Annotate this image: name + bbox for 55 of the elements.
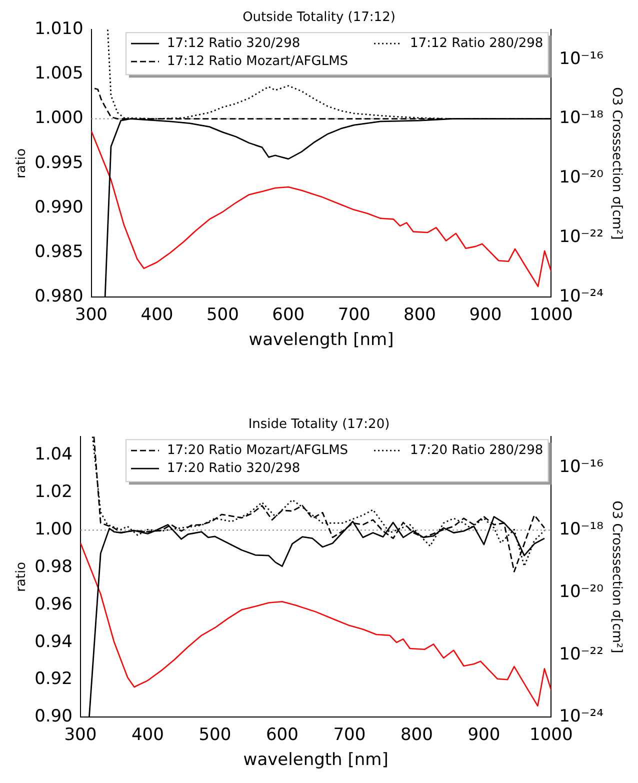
x-tick-label: 500: [198, 724, 232, 745]
x-tick-label: 1000: [530, 724, 573, 745]
legend-label: 17:12 Ratio Mozart/AFGLMS: [167, 54, 348, 69]
y-tick-label: 0.995: [34, 152, 84, 173]
y2-tick-label: 10⁻¹⁶: [559, 48, 604, 69]
y-tick-label: 0.94: [34, 632, 72, 652]
y-tick-label: 1.005: [34, 64, 84, 84]
legend-label: 17:20 Ratio Mozart/AFGLMS: [167, 442, 348, 458]
chart-title: Inside Totality (17:20): [248, 417, 390, 432]
x-tick-label: 1000: [530, 304, 573, 325]
x-tick-label: 300: [75, 304, 108, 325]
y-axis-title: ratio: [14, 562, 30, 592]
x-tick-label: 400: [131, 724, 164, 745]
y2-tick-label: 10⁻¹⁸: [559, 108, 604, 128]
x-tick-label: 900: [469, 304, 502, 325]
y-tick-label: 0.980: [34, 286, 84, 307]
y2-tick-label: 10⁻²⁰: [559, 582, 604, 602]
y2-tick-label: 10⁻²⁴: [559, 706, 604, 727]
y-axis-title: ratio: [14, 148, 30, 178]
x-tick-label: 800: [404, 304, 436, 325]
x-axis-title: wavelength [nm]: [248, 330, 394, 350]
y2-axis-title: O3 Crosssection σ[cm²]: [608, 87, 624, 240]
y-tick-label: 1.02: [34, 482, 72, 502]
y2-tick-label: 10⁻¹⁸: [559, 520, 604, 540]
x-tick-label: 900: [468, 724, 500, 745]
x-tick-label: 600: [272, 304, 305, 325]
legend-label: 17:12 Ratio 320/298: [167, 36, 300, 51]
x-tick-label: 700: [338, 304, 370, 325]
y-tick-label: 1.04: [34, 444, 72, 465]
chart-title: Outside Totality (17:12): [242, 10, 396, 26]
x-tick-label: 800: [400, 724, 433, 745]
y-tick-label: 0.90: [34, 706, 72, 727]
legend-label: 17:20 Ratio 320/298: [167, 460, 300, 476]
y-tick-label: 1.000: [34, 108, 84, 128]
y-tick-label: 0.985: [34, 242, 84, 262]
y2-tick-label: 10⁻²²: [559, 644, 604, 664]
y-tick-label: 1.010: [34, 19, 84, 40]
legend-label: 17:20 Ratio 280/298: [410, 442, 544, 458]
x-axis-title: wavelength [nm]: [243, 750, 388, 770]
x-tick-label: 500: [206, 304, 239, 325]
x-tick-label: 600: [266, 724, 298, 745]
x-tick-label: 300: [64, 724, 97, 745]
y-tick-label: 0.98: [34, 556, 72, 577]
x-tick-label: 700: [333, 724, 366, 745]
y-tick-label: 0.92: [34, 669, 72, 690]
y2-tick-label: 10⁻²⁴: [559, 286, 604, 307]
y-tick-label: 1.00: [34, 520, 72, 540]
y-tick-label: 0.990: [34, 197, 84, 218]
y2-tick-label: 10⁻¹⁶: [559, 457, 604, 478]
y2-tick-label: 10⁻²⁰: [559, 168, 604, 188]
x-tick-label: 400: [140, 304, 174, 325]
legend-label: 17:12 Ratio 280/298: [410, 36, 544, 51]
y2-tick-label: 10⁻²²: [559, 227, 604, 248]
y2-axis-title: O3 Crosssection σ[cm²]: [608, 500, 624, 654]
y-tick-label: 0.96: [34, 594, 72, 614]
